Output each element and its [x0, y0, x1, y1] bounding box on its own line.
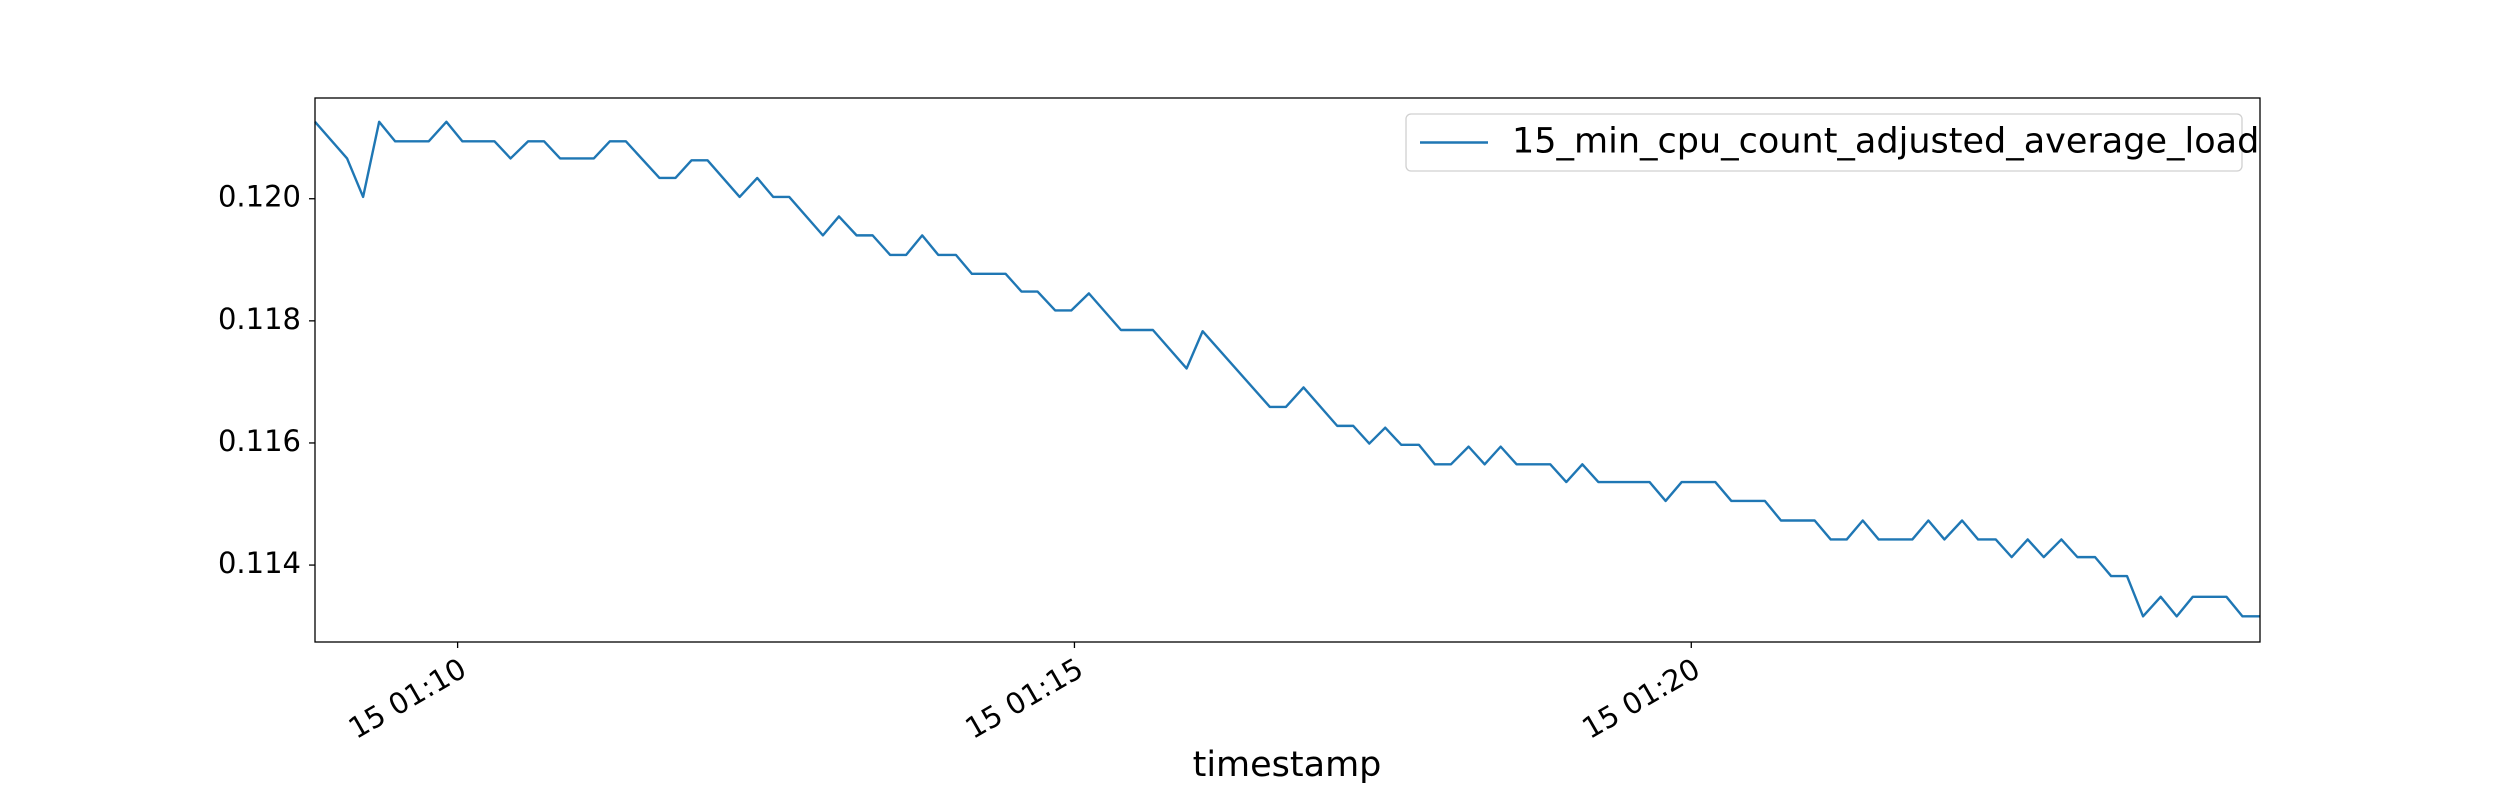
y-tick-label: 0.116 — [218, 424, 301, 458]
x-axis-label: timestamp — [1193, 745, 1382, 785]
data-line — [314, 120, 2260, 618]
x-tick-label: 15 01:20 — [1576, 651, 1705, 745]
y-tick-label: 0.114 — [218, 546, 301, 580]
y-tick-label: 0.120 — [218, 180, 301, 214]
plot-frame — [314, 97, 2261, 643]
x-tick-label: 15 01:10 — [343, 651, 472, 745]
legend-box — [1405, 113, 2243, 172]
y-tick-label: 0.118 — [218, 302, 301, 336]
x-tick-label: 15 01:15 — [959, 651, 1088, 745]
legend-label: 15_min_cpu_count_adjusted_average_load — [1512, 122, 2259, 162]
